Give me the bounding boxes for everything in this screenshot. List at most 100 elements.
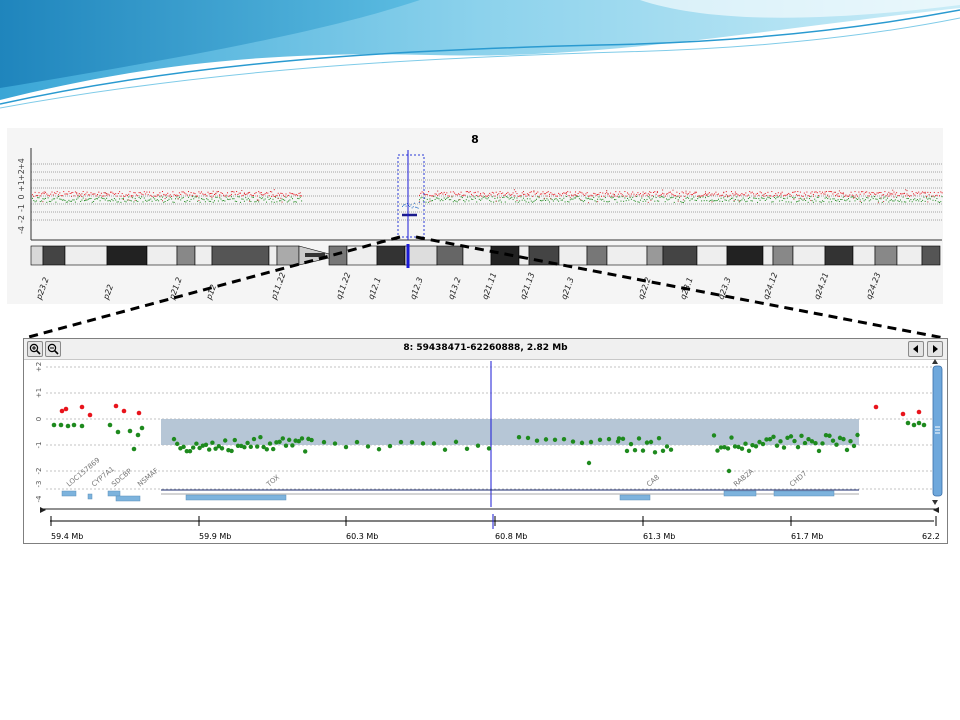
- gain-point: [117, 193, 119, 195]
- loss-point: [251, 196, 253, 198]
- band-label: q23.1: [678, 276, 694, 301]
- gain-point: [525, 195, 527, 197]
- loss-point: [718, 445, 724, 450]
- loss-point: [176, 196, 178, 198]
- gain-point: [562, 193, 563, 195]
- detail-y-label: +2: [35, 362, 43, 372]
- gain-point: [669, 191, 671, 193]
- gain-point: [517, 195, 519, 197]
- loss-point: [750, 442, 755, 448]
- loss-point: [831, 201, 833, 203]
- loss-point: [71, 200, 72, 202]
- loss-point: [446, 197, 448, 199]
- loss-point: [98, 196, 100, 198]
- loss-point: [568, 201, 570, 203]
- ideogram-band: [852, 245, 876, 266]
- gain-point: [703, 194, 705, 196]
- gain-point: [147, 194, 149, 196]
- loss-point: [660, 448, 666, 453]
- gain-point: [145, 193, 147, 195]
- loss-point: [445, 198, 446, 200]
- gain-point: [727, 195, 729, 197]
- chromosome-title: 8: [471, 133, 479, 146]
- loss-point: [929, 198, 931, 200]
- gain-point: [224, 195, 226, 197]
- gain-point: [785, 194, 787, 196]
- scatter-point: [580, 199, 582, 201]
- scatter-point: [258, 199, 260, 201]
- gain-point: [473, 192, 475, 194]
- loss-point: [225, 196, 227, 198]
- gain-point: [182, 191, 184, 193]
- zoom-out-icon[interactable]: [45, 341, 61, 357]
- loss-point: [202, 198, 204, 200]
- gain-point: [498, 193, 500, 195]
- loss-point: [742, 197, 744, 199]
- gain-point: [662, 192, 664, 194]
- loss-point: [124, 200, 126, 202]
- scatter-point: [710, 194, 712, 196]
- gain-point: [822, 191, 823, 193]
- loss-point: [829, 198, 831, 200]
- gain-point: [164, 194, 166, 196]
- loss-point: [712, 200, 714, 202]
- loss-point: [739, 446, 745, 451]
- loss-point: [615, 199, 617, 201]
- ideogram-band: [42, 245, 66, 266]
- loss-point: [34, 201, 36, 203]
- gain-point: [736, 193, 738, 195]
- gain-point: [510, 194, 511, 196]
- vertical-scrollbar[interactable]: [932, 359, 943, 505]
- gain-point: [588, 195, 589, 197]
- loss-point: [552, 437, 558, 443]
- loss-point: [805, 200, 807, 202]
- loss-point: [281, 198, 283, 200]
- loss-point: [419, 199, 420, 201]
- loss-point: [480, 199, 482, 201]
- deletion-point: [406, 202, 408, 204]
- gain-point: [232, 191, 234, 193]
- loss-point: [37, 197, 39, 199]
- loss-point: [136, 200, 137, 202]
- ideogram-band: [662, 245, 698, 266]
- loss-point: [90, 197, 92, 199]
- gain-point: [229, 195, 231, 197]
- loss-point: [97, 198, 98, 200]
- loss-point: [775, 198, 777, 200]
- loss-point: [499, 199, 501, 201]
- gain-point: [621, 194, 623, 196]
- gain-point: [545, 193, 547, 195]
- scatter-point: [576, 195, 578, 197]
- loss-point: [433, 196, 435, 198]
- gain-point: [433, 195, 435, 197]
- gain-point: [197, 195, 199, 197]
- overview-y-label: -2: [17, 215, 26, 223]
- loss-point: [864, 199, 866, 201]
- loss-point: [230, 196, 232, 198]
- gain-point: [432, 195, 433, 197]
- loss-point: [253, 196, 254, 198]
- arrow-left-icon[interactable]: [908, 341, 924, 357]
- gain-point: [793, 191, 795, 193]
- loss-point: [245, 197, 247, 199]
- scroll-down-icon: [932, 500, 938, 505]
- loss-point: [664, 201, 666, 203]
- gain-point: [806, 191, 808, 193]
- gain-point: [862, 191, 864, 193]
- gain-point: [650, 191, 652, 193]
- loss-point: [472, 198, 474, 200]
- loss-point: [430, 200, 432, 202]
- loss-point: [60, 198, 62, 200]
- gain-point: [266, 192, 267, 194]
- gene-label: NSMAF: [136, 467, 160, 489]
- arrow-right-icon[interactable]: [927, 341, 943, 357]
- zoom-in-icon[interactable]: [27, 341, 43, 357]
- loss-point: [208, 200, 210, 202]
- gain-point: [872, 192, 874, 194]
- scatter-point: [835, 191, 836, 193]
- gain-point: [452, 191, 454, 193]
- gain-point: [292, 193, 293, 195]
- gain-point: [920, 192, 922, 194]
